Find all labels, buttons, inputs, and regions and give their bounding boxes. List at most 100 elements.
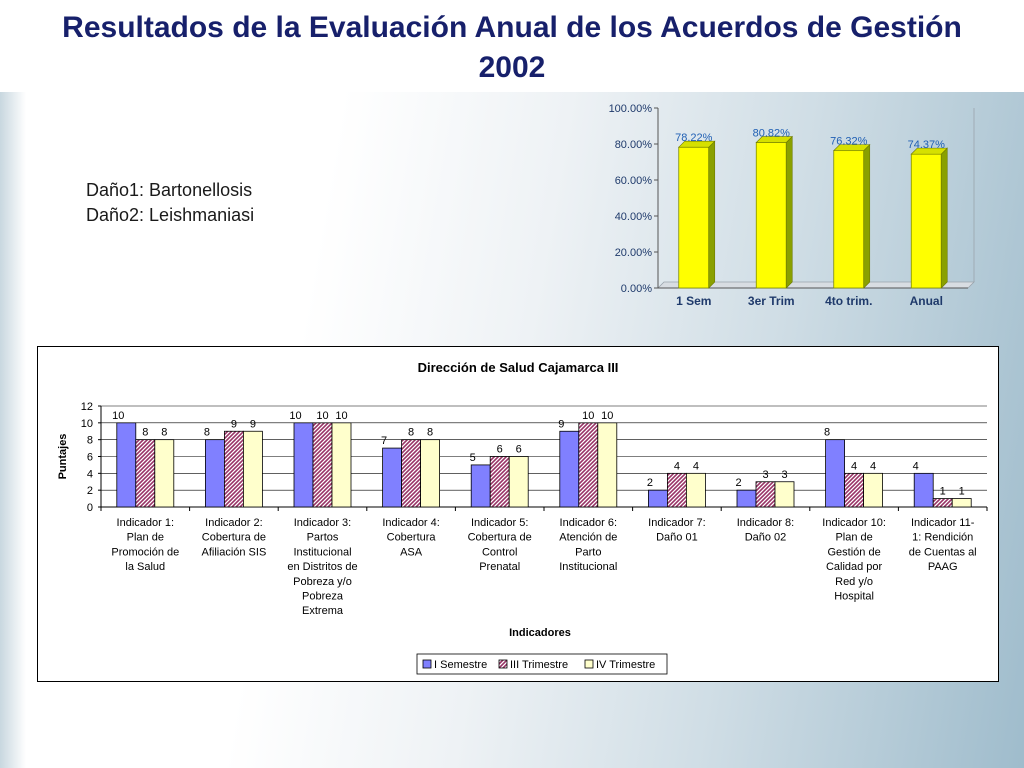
top-chart-data-label: 76.32%: [830, 136, 868, 148]
bar-i-semestre: [382, 447, 403, 508]
bar-i-semestre: [116, 422, 137, 508]
top-chart-bar-side: [940, 147, 948, 289]
top-chart-bar-top: [755, 136, 793, 143]
bar-iv-trimestre: [242, 430, 263, 508]
main-chart-data-label: 3: [762, 469, 768, 481]
top-chart-data-label: 74.37%: [908, 139, 946, 151]
main-chart-x-tick-label: Plan de: [835, 532, 872, 544]
main-chart-x-tick-label: Hospital: [834, 591, 874, 603]
main-chart-data-label: 5: [470, 452, 476, 464]
bar-i-semestre: [293, 422, 314, 508]
bar-i-semestre: [470, 464, 491, 508]
main-chart-x-tick-label: Parto: [575, 546, 601, 558]
top-chart-data-label: 80.82%: [753, 128, 791, 140]
main-chart-x-tick-label: Indicador 6:: [560, 517, 617, 529]
main-chart-x-tick-label: Gestión de: [827, 546, 880, 558]
bar-iii-trimestre: [135, 439, 156, 508]
main-chart-x-axis-label: Indicadores: [509, 627, 571, 639]
bar-i-semestre: [559, 430, 580, 508]
title-band: [0, 0, 1024, 92]
main-chart-title: Dirección de Salud Cajamarca III: [418, 360, 619, 375]
main-chart-data-label: 4: [851, 460, 857, 472]
bar-iii-trimestre: [223, 430, 244, 508]
main-chart-y-tick-label: 6: [87, 452, 93, 464]
dano-notes: Daño1: Bartonellosis Daño2: Leishmaniasi: [86, 178, 254, 228]
top-percentage-chart: 0.00% 20.00% 40.00% 60.00% 80.00% 100.00% 78.2…: [609, 103, 975, 308]
bar-iv-trimestre: [951, 498, 972, 508]
main-chart-x-tick-label: Indicador 5:: [471, 517, 528, 529]
main-chart-x-tick-label: de Cuentas al: [909, 546, 977, 558]
main-chart-y-tick-label: 4: [87, 468, 93, 480]
main-chart-data-label: 8: [161, 427, 167, 439]
top-chart-bar: [678, 146, 710, 289]
main-chart-data-label: 9: [231, 418, 237, 430]
main-chart-data-label: 10: [316, 410, 328, 422]
main-chart-x-tick-label: Partos: [307, 532, 339, 544]
background-left-edge: [0, 92, 26, 768]
main-chart-x-tick-label: Afiliación SIS: [201, 546, 266, 558]
main-chart-x-tick-label: Indicador 3:: [294, 517, 351, 529]
main-chart-x-tick-label: Daño 01: [656, 532, 698, 544]
top-chart-y-tick-label: 100.00%: [609, 103, 653, 115]
main-chart-y-tick-label: 2: [87, 485, 93, 497]
bar-i-semestre: [648, 489, 668, 508]
bar-i-semestre: [913, 472, 934, 508]
main-chart-data-label: 10: [582, 410, 594, 422]
main-chart-x-tick-label: Prenatal: [479, 561, 520, 573]
top-chart-y-tick-label: 60.00%: [615, 175, 653, 187]
main-chart-x-tick-label: Institucional: [293, 546, 351, 558]
main-chart-y-tick-label: 8: [87, 435, 93, 447]
bar-iii-trimestre: [667, 472, 687, 508]
main-chart-data-label: 8: [142, 427, 148, 439]
main-chart-x-tick-label: Plan de: [127, 532, 164, 544]
top-chart-data-label: 78.22%: [675, 132, 713, 144]
main-chart-y-tick-label: 12: [81, 401, 93, 413]
bar-iii-trimestre: [755, 481, 776, 508]
top-chart-bar-top: [833, 144, 871, 151]
main-chart-x-tick-label: Promoción de: [111, 546, 179, 558]
main-chart-x-tick-label: PAAG: [928, 561, 958, 573]
main-chart-x-tick-label: ASA: [400, 546, 423, 558]
main-chart-x-tick-label: Control: [482, 546, 517, 558]
bar-i-semestre: [204, 439, 225, 508]
bar-iv-trimestre: [597, 422, 618, 508]
bar-i-semestre: [736, 489, 757, 508]
top-chart-bar-side: [863, 143, 871, 289]
main-chart-x-tick-label: Indicador 1:: [117, 517, 174, 529]
bar-i-semestre: [825, 439, 845, 508]
main-chart-x-tick-label: 1: Rendición: [912, 532, 973, 544]
top-chart-x-tick-label: 1 Sem: [676, 294, 711, 308]
main-chart-x-tick-label: Cobertura de: [468, 532, 532, 544]
main-chart-data-label: 10: [601, 410, 613, 422]
main-chart-x-tick-label: Indicador 10:: [822, 517, 886, 529]
dano-2-text: Daño2: Leishmaniasi: [86, 205, 255, 225]
main-chart-data-label: 1: [959, 486, 965, 498]
bar-iv-trimestre: [686, 472, 706, 508]
main-chart-data-label: 7: [381, 435, 387, 447]
top-chart-bar-side: [785, 135, 793, 289]
top-chart-y-tick-label: 40.00%: [615, 211, 653, 223]
top-chart-x-tick-label: 4to trim.: [825, 294, 872, 308]
bar-iv-trimestre: [774, 481, 795, 508]
main-chart-data-label: 6: [516, 444, 522, 456]
main-chart-x-tick-label: Calidad por: [826, 561, 883, 573]
main-chart-data-label: 2: [647, 477, 653, 489]
main-chart-x-tick-label: Indicador 4:: [382, 517, 439, 529]
top-chart-y-tick-label: 80.00%: [615, 139, 653, 151]
main-chart-x-tick-label: la Salud: [125, 561, 165, 573]
main-chart-x-tick-label: Pobreza: [302, 591, 344, 603]
legend-swatch-i-semestre: [422, 659, 432, 669]
legend-swatch-iv-trimestre: [584, 659, 594, 669]
top-chart-bar: [833, 150, 865, 289]
main-chart-x-tick-label: Extrema: [302, 605, 344, 617]
main-indicator-chart: Dirección de Salud Cajamarca III 0 2 4 6 8 10 1…: [37, 346, 999, 682]
top-chart-y-tick-label: 0.00%: [621, 283, 652, 295]
main-chart-frame: [37, 346, 999, 682]
main-chart-data-label: 9: [558, 418, 564, 430]
main-chart-y-axis-label: Puntajes: [57, 434, 69, 480]
legend-swatch-iii-trimestre: [498, 659, 508, 669]
main-chart-data-label: 6: [497, 444, 503, 456]
main-chart-data-label: 8: [824, 427, 830, 439]
bar-iv-trimestre: [420, 439, 441, 508]
top-chart-y-tick-label: 20.00%: [615, 247, 653, 259]
